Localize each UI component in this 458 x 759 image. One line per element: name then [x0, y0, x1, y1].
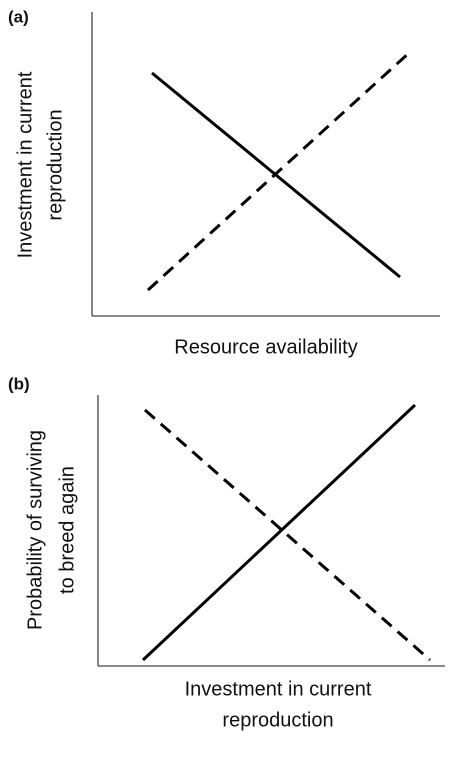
- panel-tag: (b): [8, 374, 30, 393]
- panel-tag: (a): [8, 7, 29, 26]
- y-label: reproduction: [44, 109, 66, 220]
- x-label: Investment in current: [185, 678, 372, 700]
- solid-line: [141, 403, 417, 662]
- x-label: Resource availability: [174, 336, 357, 358]
- dashed-line: [144, 408, 431, 662]
- y-label: Probability of surviving: [24, 430, 46, 630]
- dashed-line: [146, 50, 412, 292]
- y-label: to breed again: [56, 466, 78, 594]
- panel-a: (a) Investment in current reproduction R…: [8, 7, 440, 358]
- panel-b: (b) Probability of surviving to breed ag…: [8, 374, 445, 731]
- y-label: Investment in current: [14, 71, 36, 258]
- x-label: reproduction: [222, 709, 333, 731]
